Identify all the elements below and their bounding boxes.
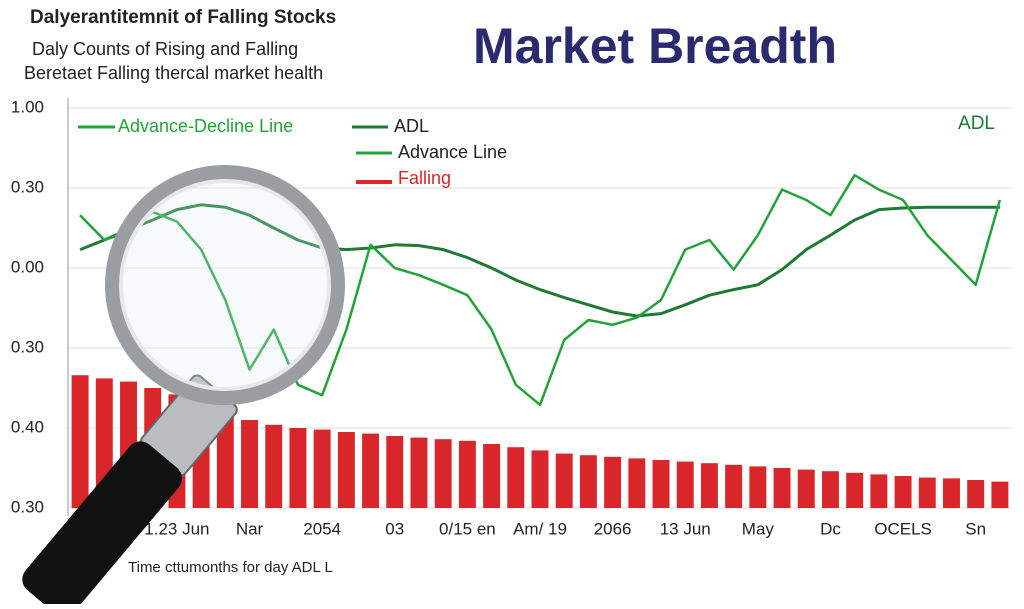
bar	[676, 461, 694, 508]
x-tick-label: 1.23 Jun	[144, 519, 209, 538]
bar	[628, 458, 646, 508]
footer: Time cttumonths for day ADL L	[128, 559, 333, 576]
bar	[749, 466, 767, 508]
bar	[918, 477, 936, 508]
x-tick-label: May	[742, 519, 775, 538]
bar	[216, 413, 234, 508]
annotation: ADL	[958, 113, 995, 134]
bar	[362, 433, 380, 508]
bar	[821, 471, 839, 508]
y-tick-label: 0.30	[11, 497, 44, 516]
bar	[483, 444, 501, 508]
bar	[773, 468, 791, 508]
x-tick-label: 2066	[594, 519, 632, 538]
bar	[289, 428, 307, 508]
bar	[700, 463, 718, 508]
line	[79, 173, 1002, 407]
y-tick-label: 0.30	[11, 337, 44, 356]
bar	[604, 456, 622, 508]
magnifier-illustration	[22, 165, 345, 609]
chart-title: Market Breadth	[473, 18, 837, 74]
legend-swatch	[356, 180, 392, 184]
bar	[386, 436, 404, 508]
x-tick-label: Sn	[965, 519, 986, 538]
subtitle: Daly Counts of Rising and Falling	[32, 39, 298, 59]
bar	[410, 437, 428, 508]
bar	[797, 469, 815, 508]
bar	[241, 420, 259, 508]
bar	[870, 474, 888, 508]
bar	[579, 455, 597, 508]
bar	[555, 453, 573, 508]
bar	[967, 480, 985, 508]
bar	[725, 464, 743, 508]
heading: Dalyerantitemnit of Falling Stocks	[30, 7, 336, 28]
bar	[71, 375, 89, 508]
legend-label: Advance Line	[398, 142, 507, 162]
x-tick-label: 2054	[303, 519, 341, 538]
bar	[265, 424, 283, 508]
x-tick-label: 0/15 en	[439, 519, 496, 538]
bar	[943, 478, 960, 508]
magnifier-ring	[105, 165, 345, 405]
x-tick-label: Nar	[236, 519, 264, 538]
x-tick-label: Dc	[820, 519, 841, 538]
magnifier-handle	[22, 441, 183, 609]
x-tick-label: Am/ 19	[513, 519, 567, 538]
bar	[652, 460, 670, 508]
y-tick-label: 0.00	[11, 257, 44, 276]
legend: Advance-Decline Line ADL Advance Line Fall…	[78, 116, 507, 188]
magnifier-rim	[119, 179, 331, 391]
bar	[458, 440, 476, 508]
bar	[313, 429, 331, 508]
legend-label: Advance-Decline Line	[118, 116, 293, 136]
bar	[434, 439, 452, 508]
bar	[337, 432, 355, 508]
bar	[531, 450, 549, 508]
x-tick-label: 03	[385, 519, 404, 538]
bar	[507, 447, 525, 508]
x-tick-label: OCELS	[874, 519, 932, 538]
bar	[846, 472, 864, 508]
legend-label: ADL	[394, 116, 429, 136]
subtitle: Beretaet Falling thercal market health	[24, 63, 323, 83]
y-tick-label: 0.30	[11, 177, 44, 196]
line	[79, 203, 1000, 318]
x-tick-label: 13 Jun	[660, 519, 711, 538]
bar	[991, 481, 1009, 508]
legend-label: Falling	[398, 168, 451, 188]
y-tick-label: 1.00	[11, 97, 44, 116]
bar	[894, 476, 912, 508]
y-tick-label: 0.40	[11, 417, 44, 436]
